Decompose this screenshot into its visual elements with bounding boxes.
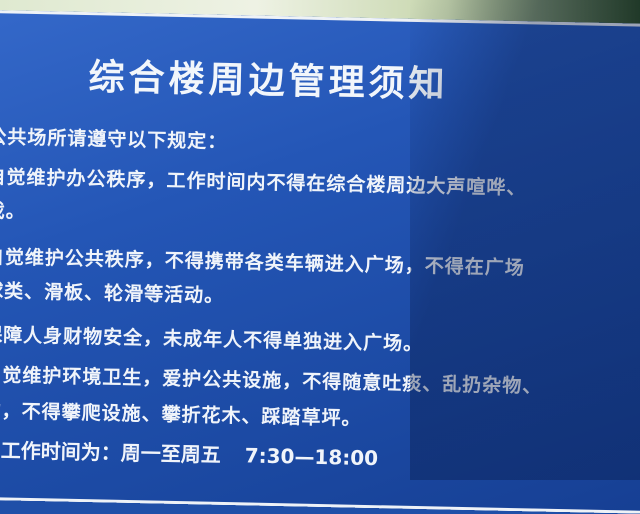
rule-line: 、觉维护环境卫生，爱护公共设施，不得随意吐痰、乱扔杂物、 (0, 363, 543, 398)
sign-intro: 公共场所请遵守以下规定： (0, 125, 228, 153)
notice-sign: 综合楼周边管理须知 公共场所请遵守以下规定： 自觉维护办公秩序，工作时间内不得在… (0, 10, 640, 514)
rule-line: 戏。 (0, 199, 27, 223)
hours-time: 7:30—18:00 (244, 443, 379, 471)
rule-line: 保障人身财物安全，未成年人不得单独进入广场。 (0, 323, 424, 356)
hours-label: 常工作时间为：周一至周五 (0, 437, 221, 467)
rule-line: 球类、滑板、轮滑等活动。 (0, 279, 225, 307)
rule-line: 物，不得攀爬设施、攀折花木、踩踏草坪。 (0, 399, 362, 430)
rule-line: 自觉维护办公秩序，工作时间内不得在综合楼周边大声喧哗、 (0, 165, 527, 200)
working-hours: 常工作时间为：周一至周五 7:30—18:00 (0, 434, 378, 471)
rule-line: 自觉维护公共秩序，不得携带各类车辆进入广场，不得在广场 (0, 245, 525, 280)
sign-title: 综合楼周边管理须知 (88, 57, 449, 106)
